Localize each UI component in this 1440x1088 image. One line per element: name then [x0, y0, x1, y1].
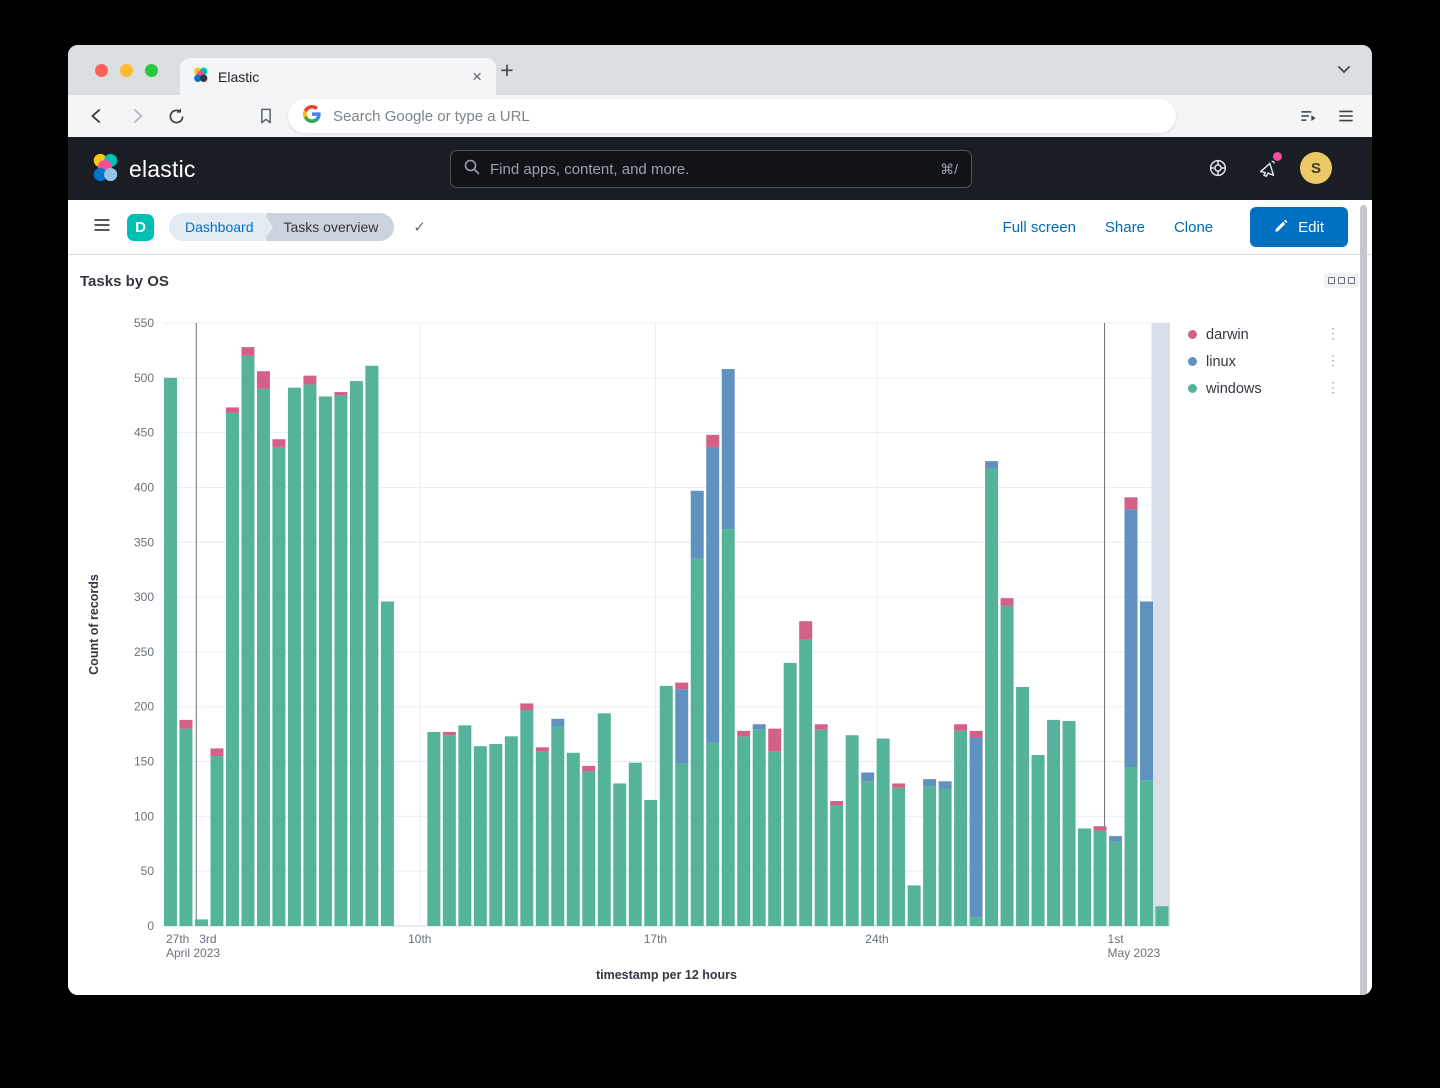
svg-text:1st: 1st: [1108, 932, 1125, 946]
browser-menu-icon[interactable]: [1334, 104, 1358, 128]
user-avatar[interactable]: S: [1300, 152, 1332, 184]
minimize-window-button[interactable]: [120, 64, 133, 77]
svg-text:May 2023: May 2023: [1108, 946, 1161, 960]
svg-text:April 2023: April 2023: [166, 946, 220, 960]
breadcrumb-dashboard[interactable]: Dashboard: [169, 213, 272, 241]
edit-button[interactable]: Edit: [1250, 207, 1348, 247]
tab-title: Elastic: [218, 68, 260, 85]
svg-text:550: 550: [134, 316, 154, 330]
legend-menu-darwin-icon[interactable]: ⋮: [1326, 325, 1340, 341]
page-scrollbar[interactable]: [1360, 205, 1367, 995]
help-icon[interactable]: [1204, 154, 1232, 182]
address-bar[interactable]: Search Google or type a URL: [288, 99, 1176, 133]
global-search-placeholder: Find apps, content, and more.: [490, 160, 690, 178]
elastic-header: elastic Find apps, content, and more. ⌘/…: [68, 137, 1372, 200]
windows-color-dot: [1188, 384, 1197, 393]
tab-close-icon[interactable]: ×: [472, 67, 482, 86]
breadcrumb-tasks-overview: Tasks overview: [265, 213, 395, 241]
browser-tabstrip: Elastic × +: [68, 45, 1372, 95]
panel-options-icon[interactable]: [1324, 273, 1359, 288]
new-tab-button[interactable]: +: [500, 56, 514, 83]
elastic-wordmark: elastic: [129, 156, 196, 182]
tab-overflow-chevron-icon[interactable]: [1334, 59, 1354, 84]
bookmark-icon[interactable]: [254, 104, 278, 128]
search-icon: [464, 159, 480, 180]
browser-window: Elastic × +: [68, 45, 1372, 995]
breadcrumb: Dashboard Tasks overview: [169, 213, 395, 241]
full-screen-button[interactable]: Full screen: [1002, 218, 1076, 236]
elastic-favicon-icon: [192, 66, 209, 88]
saved-check-icon: ✓: [413, 219, 426, 236]
menu-icon[interactable]: [92, 215, 112, 240]
share-button[interactable]: Share: [1104, 218, 1145, 236]
svg-text:timestamp per 12 hours: timestamp per 12 hours: [596, 968, 737, 982]
elastic-logo-icon: [90, 152, 120, 187]
svg-text:100: 100: [134, 809, 154, 823]
edit-button-label: Edit: [1298, 218, 1324, 236]
svg-text:24th: 24th: [865, 932, 888, 946]
close-window-button[interactable]: [95, 64, 108, 77]
svg-text:17th: 17th: [644, 932, 667, 946]
chart-legend: darwin linux windows: [1188, 321, 1318, 402]
news-feed-icon[interactable]: [1254, 152, 1282, 182]
clone-button[interactable]: Clone: [1173, 218, 1214, 236]
svg-text:Count of records: Count of records: [87, 574, 101, 675]
svg-text:0: 0: [147, 919, 154, 933]
svg-text:250: 250: [134, 645, 154, 659]
svg-text:450: 450: [134, 426, 154, 440]
reading-list-icon[interactable]: [1296, 104, 1320, 128]
panel-title: Tasks by OS: [80, 273, 169, 290]
pencil-icon: [1274, 218, 1289, 237]
svg-text:400: 400: [134, 480, 154, 494]
back-button[interactable]: [85, 104, 109, 128]
legend-label-darwin: darwin: [1206, 326, 1249, 343]
forward-button[interactable]: [125, 104, 149, 128]
darwin-color-dot: [1188, 330, 1197, 339]
svg-text:27th: 27th: [166, 932, 189, 946]
legend-item-windows[interactable]: windows: [1188, 375, 1318, 402]
elastic-brand[interactable]: elastic: [90, 152, 196, 187]
legend-menu-linux-icon[interactable]: ⋮: [1326, 352, 1340, 368]
svg-text:500: 500: [134, 371, 154, 385]
dashboard-navbar: D Dashboard Tasks overview ✓ Full screen…: [68, 200, 1372, 255]
browser-tab[interactable]: Elastic ×: [180, 58, 496, 95]
svg-text:10th: 10th: [408, 932, 431, 946]
google-logo-icon: [303, 104, 321, 128]
legend-item-darwin[interactable]: darwin: [1188, 321, 1318, 348]
notification-badge: [1273, 152, 1282, 161]
browser-toolbar: Search Google or type a URL: [68, 95, 1372, 137]
svg-text:3rd: 3rd: [199, 932, 216, 946]
svg-text:200: 200: [134, 700, 154, 714]
legend-item-linux[interactable]: linux: [1188, 348, 1318, 375]
dashboard-content: Tasks by OS 0 50 100 150 200 250 300 350 400 450 5…: [68, 255, 1372, 995]
search-shortcut-hint: ⌘/: [940, 160, 958, 177]
space-avatar[interactable]: D: [127, 213, 154, 241]
legend-menu-windows-icon[interactable]: ⋮: [1326, 379, 1340, 395]
tasks-by-os-chart: 0 50 100 150 200 250 300 350 400 450 500 550 27thApr…: [87, 316, 1170, 982]
svg-text:300: 300: [134, 590, 154, 604]
global-search-input[interactable]: Find apps, content, and more. ⌘/: [450, 150, 972, 188]
reload-button[interactable]: [164, 104, 188, 128]
svg-text:50: 50: [141, 864, 155, 878]
address-input[interactable]: Search Google or type a URL: [333, 107, 530, 125]
zoom-window-button[interactable]: [145, 64, 158, 77]
svg-text:150: 150: [134, 755, 154, 769]
svg-text:350: 350: [134, 535, 154, 549]
legend-label-windows: windows: [1206, 380, 1262, 397]
linux-color-dot: [1188, 357, 1197, 366]
window-controls: [95, 64, 158, 77]
legend-label-linux: linux: [1206, 353, 1236, 370]
